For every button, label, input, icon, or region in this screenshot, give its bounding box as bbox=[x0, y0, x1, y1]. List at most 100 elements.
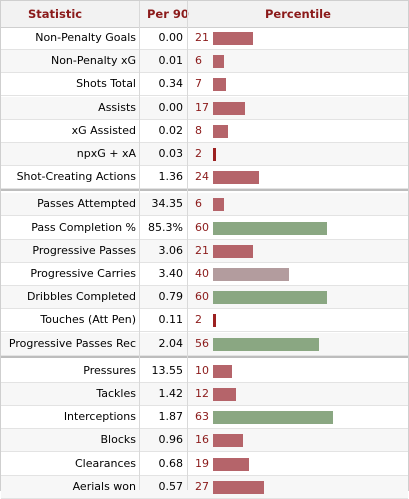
table-row: Non-Penalty Goals 0.00 21 bbox=[1, 27, 408, 50]
stat-label: xG Assisted bbox=[71, 124, 136, 137]
header-percentile[interactable]: Percentile bbox=[265, 7, 331, 21]
per90-value: 0.03 bbox=[158, 147, 184, 160]
stat-label: Pass Completion % bbox=[31, 221, 136, 234]
table-row: Touches (Att Pen) 0.11 2 bbox=[1, 309, 408, 332]
percentile-bar bbox=[213, 222, 327, 235]
percentile-value: 8 bbox=[195, 124, 202, 137]
percentile-bar bbox=[213, 411, 333, 424]
table-row: Tackles 1.42 12 bbox=[1, 383, 408, 406]
per90-value: 34.35 bbox=[151, 197, 184, 210]
table-row: Clearances 0.68 19 bbox=[1, 453, 408, 476]
percentile-value: 60 bbox=[195, 290, 209, 303]
percentile-bar bbox=[213, 338, 319, 351]
percentile-bar bbox=[213, 458, 249, 471]
per90-value: 3.06 bbox=[158, 244, 184, 257]
percentile-bar bbox=[213, 268, 289, 281]
stat-label: Progressive Passes bbox=[32, 244, 136, 257]
percentile-value: 2 bbox=[195, 313, 202, 326]
table-row: xG Assisted 0.02 8 bbox=[1, 120, 408, 143]
stat-label: Interceptions bbox=[63, 410, 136, 423]
percentile-bar bbox=[213, 78, 226, 91]
table-row: Dribbles Completed 0.79 60 bbox=[1, 286, 408, 309]
table-row: Shot-Creating Actions 1.36 24 bbox=[1, 166, 408, 189]
per90-value: 3.40 bbox=[158, 267, 184, 280]
per90-value: 0.34 bbox=[158, 77, 184, 90]
table-row: Non-Penalty xG 0.01 6 bbox=[1, 50, 408, 73]
percentile-bar bbox=[213, 365, 232, 378]
per90-value: 0.11 bbox=[158, 313, 184, 326]
percentile-bar bbox=[213, 481, 264, 494]
percentile-value: 2 bbox=[195, 147, 202, 160]
percentile-bar bbox=[213, 434, 243, 447]
section-separator bbox=[1, 356, 408, 358]
percentile-value: 12 bbox=[195, 387, 209, 400]
header-statistic[interactable]: Statistic bbox=[28, 7, 83, 21]
percentile-bar bbox=[213, 245, 253, 258]
stat-label: Passes Attempted bbox=[37, 197, 136, 210]
per90-value: 0.68 bbox=[158, 457, 184, 470]
stat-label: Assists bbox=[98, 101, 136, 114]
percentile-value: 24 bbox=[195, 170, 209, 183]
header-per90[interactable]: Per 90 bbox=[147, 7, 189, 21]
table-row: Progressive Carries 3.40 40 bbox=[1, 263, 408, 286]
percentile-bar bbox=[213, 198, 224, 211]
percentile-value: 10 bbox=[195, 364, 209, 377]
table-row: Passes Attempted 34.35 6 bbox=[1, 193, 408, 216]
column-divider bbox=[187, 1, 188, 490]
percentile-value: 21 bbox=[195, 31, 209, 44]
stat-label: Clearances bbox=[74, 457, 136, 470]
percentile-value: 21 bbox=[195, 244, 209, 257]
percentile-value: 27 bbox=[195, 480, 209, 493]
table-row: Aerials won 0.57 27 bbox=[1, 476, 408, 499]
per90-value: 13.55 bbox=[151, 364, 184, 377]
percentile-value: 7 bbox=[195, 77, 202, 90]
column-divider bbox=[139, 1, 140, 490]
per90-value: 1.36 bbox=[158, 170, 184, 183]
per90-value: 0.00 bbox=[158, 31, 184, 44]
table-row: Pressures 13.55 10 bbox=[1, 360, 408, 383]
percentile-value: 16 bbox=[195, 433, 209, 446]
percentile-value: 19 bbox=[195, 457, 209, 470]
stat-label: Non-Penalty xG bbox=[50, 54, 136, 67]
per90-value: 1.87 bbox=[158, 410, 184, 423]
table-row: npxG + xA 0.03 2 bbox=[1, 143, 408, 166]
table-row: Assists 0.00 17 bbox=[1, 97, 408, 120]
stat-label: npxG + xA bbox=[76, 147, 136, 160]
per90-value: 0.01 bbox=[158, 54, 184, 67]
percentile-value: 63 bbox=[195, 410, 209, 423]
table-row: Interceptions 1.87 63 bbox=[1, 406, 408, 429]
percentile-bar bbox=[213, 148, 216, 161]
percentile-value: 60 bbox=[195, 221, 209, 234]
percentile-bar bbox=[213, 125, 228, 138]
per90-value: 0.96 bbox=[158, 433, 184, 446]
percentile-value: 56 bbox=[195, 337, 209, 350]
per90-value: 0.00 bbox=[158, 101, 184, 114]
stat-label: Tackles bbox=[96, 387, 136, 400]
per90-value: 1.42 bbox=[158, 387, 184, 400]
table-row: Progressive Passes Rec 2.04 56 bbox=[1, 333, 408, 356]
stat-label: Pressures bbox=[83, 364, 136, 377]
stat-label: Dribbles Completed bbox=[26, 290, 136, 303]
percentile-value: 6 bbox=[195, 197, 202, 210]
per90-value: 0.02 bbox=[158, 124, 184, 137]
stat-label: Touches (Att Pen) bbox=[40, 313, 136, 326]
stat-label: Non-Penalty Goals bbox=[35, 31, 136, 44]
section-separator bbox=[1, 189, 408, 191]
stat-label: Shots Total bbox=[76, 77, 136, 90]
per90-value: 0.79 bbox=[158, 290, 184, 303]
percentile-bar bbox=[213, 314, 216, 327]
stat-label: Progressive Passes Rec bbox=[8, 337, 136, 350]
percentile-bar bbox=[213, 32, 253, 45]
table-row: Progressive Passes 3.06 21 bbox=[1, 240, 408, 263]
table-row: Blocks 0.96 16 bbox=[1, 429, 408, 452]
percentile-bar bbox=[213, 388, 236, 401]
per90-value: 2.04 bbox=[158, 337, 184, 350]
percentile-bar bbox=[213, 102, 245, 115]
percentile-bar bbox=[213, 291, 327, 304]
stat-label: Aerials won bbox=[72, 480, 136, 493]
stat-label: Blocks bbox=[100, 433, 136, 446]
percentile-bar bbox=[213, 55, 224, 68]
stat-label: Progressive Carries bbox=[30, 267, 136, 280]
percentile-value: 17 bbox=[195, 101, 209, 114]
